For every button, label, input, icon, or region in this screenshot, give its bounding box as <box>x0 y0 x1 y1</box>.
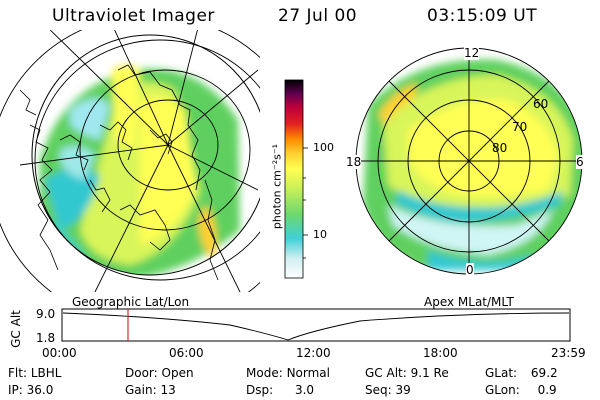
mode-field: Mode: Normal <box>246 366 330 380</box>
mlt-label-12: 12 <box>464 46 480 60</box>
gcalt-value: 9.1 Re <box>410 366 449 380</box>
mode-value: Normal <box>286 366 330 380</box>
altitude-ytick-low: 1.8 <box>36 331 56 345</box>
flt-field: Flt: LBHL <box>8 366 62 380</box>
meridian-grid <box>19 30 259 292</box>
dsp-value: 3.0 <box>294 383 315 397</box>
door-value: Open <box>161 366 194 380</box>
altitude-plot <box>61 308 571 342</box>
coastlines <box>19 64 219 281</box>
glat-field: GLat: 69.2 <box>485 366 558 380</box>
xtick-18: 18:00 <box>423 346 458 360</box>
mlt-label-18: 18 <box>346 155 362 169</box>
date-label: 27 Jul 00 <box>278 6 358 26</box>
glat-value: 69.2 <box>530 366 558 380</box>
mlat-label-60: 60 <box>533 97 549 111</box>
glon-value: 0.9 <box>537 383 557 397</box>
geographic-label: Geographic Lat/Lon <box>72 295 190 309</box>
door-field: Door: Open <box>125 366 194 380</box>
colorbar-tick-100: 100 <box>313 141 334 154</box>
apex-label: Apex MLat/MLT <box>424 295 514 309</box>
dsp-field: Dsp: 3.0 <box>246 383 315 397</box>
polar-map <box>355 47 583 275</box>
colorbar <box>284 79 308 279</box>
altitude-curve <box>62 312 570 341</box>
mlat-label-70: 70 <box>512 120 528 134</box>
gain-field: Gain: 13 <box>125 383 176 397</box>
mlt-label-6: 6 <box>576 155 584 169</box>
geographic-map <box>0 30 260 292</box>
mlat-label-80: 80 <box>492 141 508 155</box>
colorbar-tick-10: 10 <box>313 228 327 241</box>
flt-value: LBHL <box>30 366 62 380</box>
xtick-12: 12:00 <box>296 346 331 360</box>
ip-field: IP: 36.0 <box>8 383 54 397</box>
glon-field: GLon: 0.9 <box>485 383 557 397</box>
seq-value: 39 <box>395 383 411 397</box>
xtick-00: 00:00 <box>42 346 77 360</box>
xtick-2359: 23:59 <box>551 346 586 360</box>
ip-value: 36.0 <box>26 383 54 397</box>
time-label: 03:15:09 UT <box>427 6 538 26</box>
gain-value: 13 <box>160 383 176 397</box>
earth-limb <box>31 34 260 276</box>
left-aurora-image <box>40 65 240 275</box>
altitude-ylabel: GC Alt <box>9 310 23 348</box>
mlt-label-0: 0 <box>466 263 474 277</box>
polar-grid <box>355 47 583 275</box>
altitude-ytick-high: 9.0 <box>36 307 56 321</box>
xtick-06: 06:00 <box>169 346 204 360</box>
colorbar-unit-label: photon cm⁻²s⁻¹ <box>270 143 284 230</box>
instrument-title: Ultraviolet Imager <box>52 6 215 26</box>
seq-field: Seq: 39 <box>365 383 411 397</box>
gcalt-field: GC Alt: 9.1 Re <box>365 366 449 380</box>
